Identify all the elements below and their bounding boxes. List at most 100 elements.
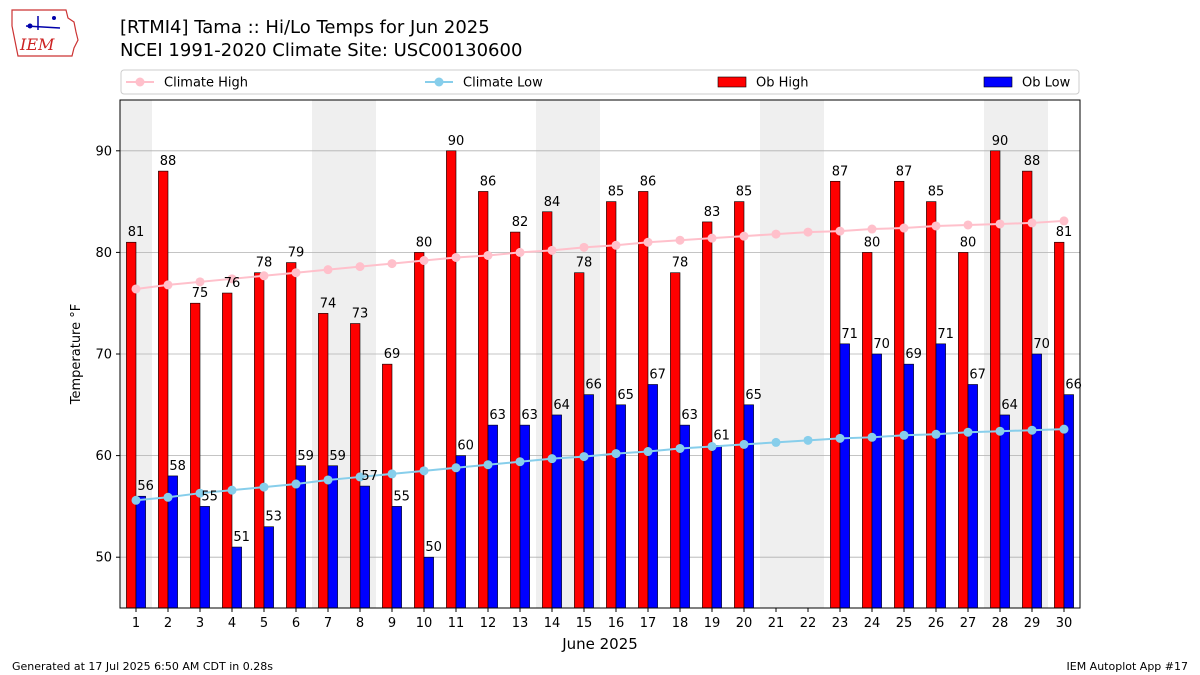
ob-low-bar [519,424,530,609]
climate-low-point [835,433,845,443]
x-tick-label: 1 [132,616,140,631]
climate-low-point [995,426,1005,436]
ob-low-bar [615,404,626,609]
ob-high-label: 83 [704,205,721,220]
climate-low-point [483,460,493,470]
ob-high-bar [638,191,649,609]
ob-low-bar [647,384,658,609]
legend: Climate High Climate Low Ob High Ob Low [120,69,1080,95]
ob-high-label: 82 [512,215,529,230]
ob-high-label: 74 [320,296,337,311]
climate-high-point [579,242,589,252]
ob-low-bar [583,394,594,609]
chart-title-line-2: NCEI 1991-2020 Climate Site: USC00130600 [120,40,523,61]
ob-high-bar [190,302,201,609]
climate-low-point [899,430,909,440]
ob-high-bar [414,252,425,609]
ob-low-label: 63 [489,408,506,423]
ob-high-label: 80 [960,235,977,250]
data-labels: 81 88 75 76 78 79 74 73 69 80 90 86 82 84 78 85 86 78 83 85… [128,134,1082,555]
legend-climate-low-text: Climate Low [463,76,543,91]
climate-low-point [291,479,301,489]
ob-low-label: 51 [233,530,250,545]
y-tick-label: 70 [95,348,112,363]
legend-ob-high-text: Ob High [756,76,809,91]
ob-low-label: 58 [169,459,186,474]
ob-high-label: 79 [288,246,305,261]
legend-climate-high-marker [135,77,145,87]
climate-low-point [515,457,525,467]
legend-climate-high-text: Climate High [164,76,248,91]
ob-high-label: 84 [544,195,561,210]
x-tick-label: 12 [480,616,497,631]
ob-high-label: 88 [1024,154,1041,169]
ob-low-label: 50 [425,540,442,555]
ob-low-label: 53 [265,510,282,525]
climate-high-point [291,268,301,278]
ob-high-label: 86 [480,174,497,189]
climate-high-point [163,280,173,290]
legend-climate-low-marker [434,77,444,87]
legend-ob-low-text: Ob Low [1022,76,1071,91]
ob-high-label: 81 [1056,225,1073,240]
ob-high-bar [830,180,841,609]
climate-high-point [867,224,877,234]
legend-ob-low-swatch [983,76,1013,88]
climate-high-point [1027,218,1037,228]
ob-low-label: 66 [1065,378,1082,393]
climate-high-point [771,229,781,239]
ob-low-bar [455,455,466,609]
ob-high-bar [734,201,745,609]
climate-high-point [419,256,429,266]
ob-low-bar [199,506,210,609]
climate-low-point [611,449,621,459]
x-tick-label: 23 [832,616,849,631]
y-axis-label: Temperature °F [69,304,84,405]
ob-high-label: 75 [192,286,209,301]
ob-high-bar [254,272,265,609]
ob-high-bar [286,262,297,609]
ob-low-label: 55 [201,489,218,504]
climate-high-point [899,223,909,233]
x-tick-label: 11 [448,616,465,631]
climate-high-point [739,231,749,241]
climate-high-point [387,259,397,269]
climate-low-line [135,428,1065,502]
ob-high-label: 87 [832,164,849,179]
x-tick-label: 24 [864,616,881,631]
chart-title-line-1: [RTMI4] Tama :: Hi/Lo Temps for Jun 2025 [120,17,490,38]
climate-low-point [643,447,653,457]
ob-high-label: 81 [128,225,145,240]
x-tick-label: 2 [164,616,172,631]
ob-high-bar [350,323,361,609]
footer-generated-text: Generated at 17 Jul 2025 6:50 AM CDT in … [12,660,273,673]
ob-high-bar [158,170,169,609]
x-tick-label: 3 [196,616,204,631]
ob-high-bar [670,272,681,609]
ob-high-bar [574,272,585,609]
climate-high-point [611,240,621,250]
x-tick-label: 5 [260,616,268,631]
ob-high-label: 73 [352,307,369,322]
x-tick-label: 9 [388,616,396,631]
y-tick-label: 50 [95,551,112,566]
climate-lines [131,216,1069,505]
ob-low-label: 59 [297,449,314,464]
ob-low-bar [327,465,338,609]
x-tick-label: 22 [800,616,817,631]
ob-low-bar [935,343,946,609]
ob-high-label: 80 [416,235,433,250]
climate-low-point [227,485,237,495]
climate-low-point [771,437,781,447]
ob-low-label: 55 [393,489,410,504]
x-tick-label: 4 [228,616,236,631]
climate-high-point [835,226,845,236]
ob-low-label: 60 [457,439,474,454]
ob-low-label: 67 [969,367,986,382]
ob-low-label: 71 [841,327,858,342]
ob-low-bar [743,404,754,609]
climate-low-point [387,469,397,479]
ob-low-bar [359,485,370,609]
ob-low-label: 63 [521,408,538,423]
